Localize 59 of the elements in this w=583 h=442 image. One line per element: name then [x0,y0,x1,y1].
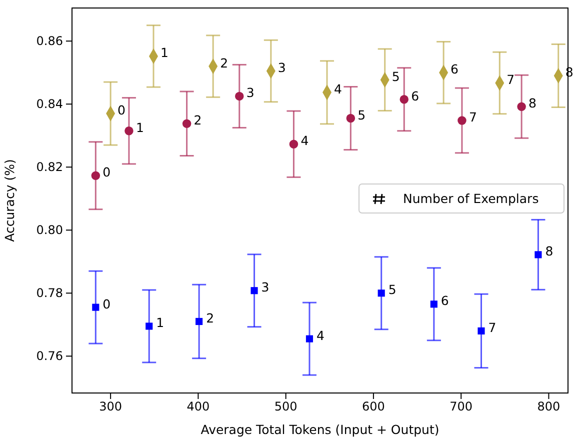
annotation: 6 [411,88,420,104]
point [346,114,356,123]
annotation: 1 [160,45,168,60]
annotation: 4 [334,81,342,96]
annotation: 3 [261,280,270,295]
point [378,290,385,297]
annotation: 4 [300,133,309,148]
x-tick-label: 600 [362,400,385,414]
annotation: 0 [102,296,111,312]
annotation: 3 [246,85,254,100]
annotation: Number of Exemplars [403,191,539,206]
point [306,335,314,342]
point [235,92,244,101]
annotation: 0 [118,102,126,118]
x-tick-label: 800 [537,400,560,414]
annotation: 5 [392,68,400,84]
y-tick-label: 0.82 [36,160,63,174]
point [182,119,192,128]
annotation: 2 [206,310,214,326]
annotation: 0 [102,164,111,180]
y-tick-label: 0.78 [36,286,63,300]
annotation: 8 [545,244,554,259]
point [196,318,203,326]
y-tick-label: 0.80 [36,222,63,237]
y-tick-label: 0.76 [36,348,63,363]
annotation: 1 [156,315,164,330]
y-tick-label: 0.84 [36,96,63,111]
point [250,287,258,294]
point [91,171,100,180]
x-tick-label: 400 [186,400,210,414]
annotation: 6 [450,62,459,77]
point [289,140,298,148]
x-axis-title: Average Total Tokens (Input + Output) [200,422,440,437]
point [400,95,408,104]
point [534,251,542,258]
point [458,116,466,125]
annotation: 2 [220,55,228,70]
y-tick-label: 0.86 [36,34,63,48]
point [430,300,438,308]
point [478,327,485,334]
y-axis-title: Accuracy (%) [2,159,17,242]
x-tick-label: 700 [450,400,473,414]
x-tick-label: 500 [274,400,298,414]
annotation: 5 [388,282,396,298]
point [517,102,526,111]
annotation: 7 [468,109,477,124]
annotation: 4 [316,328,324,343]
annotation: 6 [440,293,449,308]
annotation: 2 [194,112,202,128]
x-tick-label: 300 [99,400,122,414]
annotation: 7 [506,72,515,87]
point [146,322,153,330]
point [92,304,100,311]
annotation: 3 [278,60,286,76]
annotation: 7 [488,320,496,335]
annotation: 5 [358,107,366,122]
annotation: 1 [136,120,144,135]
annotation: 8 [528,96,537,111]
point [124,126,134,136]
